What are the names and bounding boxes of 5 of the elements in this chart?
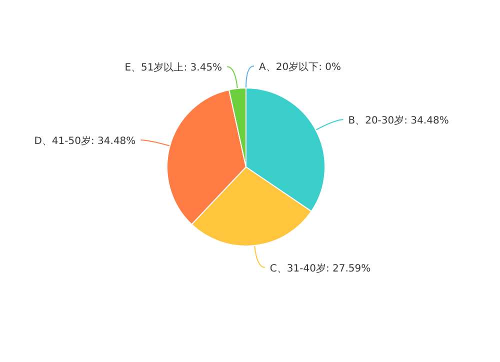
category-label: A、20岁以下: 0%: [259, 62, 341, 73]
slice-label: D、41-50岁: 34.48%: [34, 134, 136, 147]
slice-label: E、51岁以上: 3.45%: [124, 62, 222, 74]
slice-label: B、20-30岁: 34.48%: [348, 114, 449, 127]
slice-label: C、31-40岁: 27.59%: [270, 262, 371, 274]
